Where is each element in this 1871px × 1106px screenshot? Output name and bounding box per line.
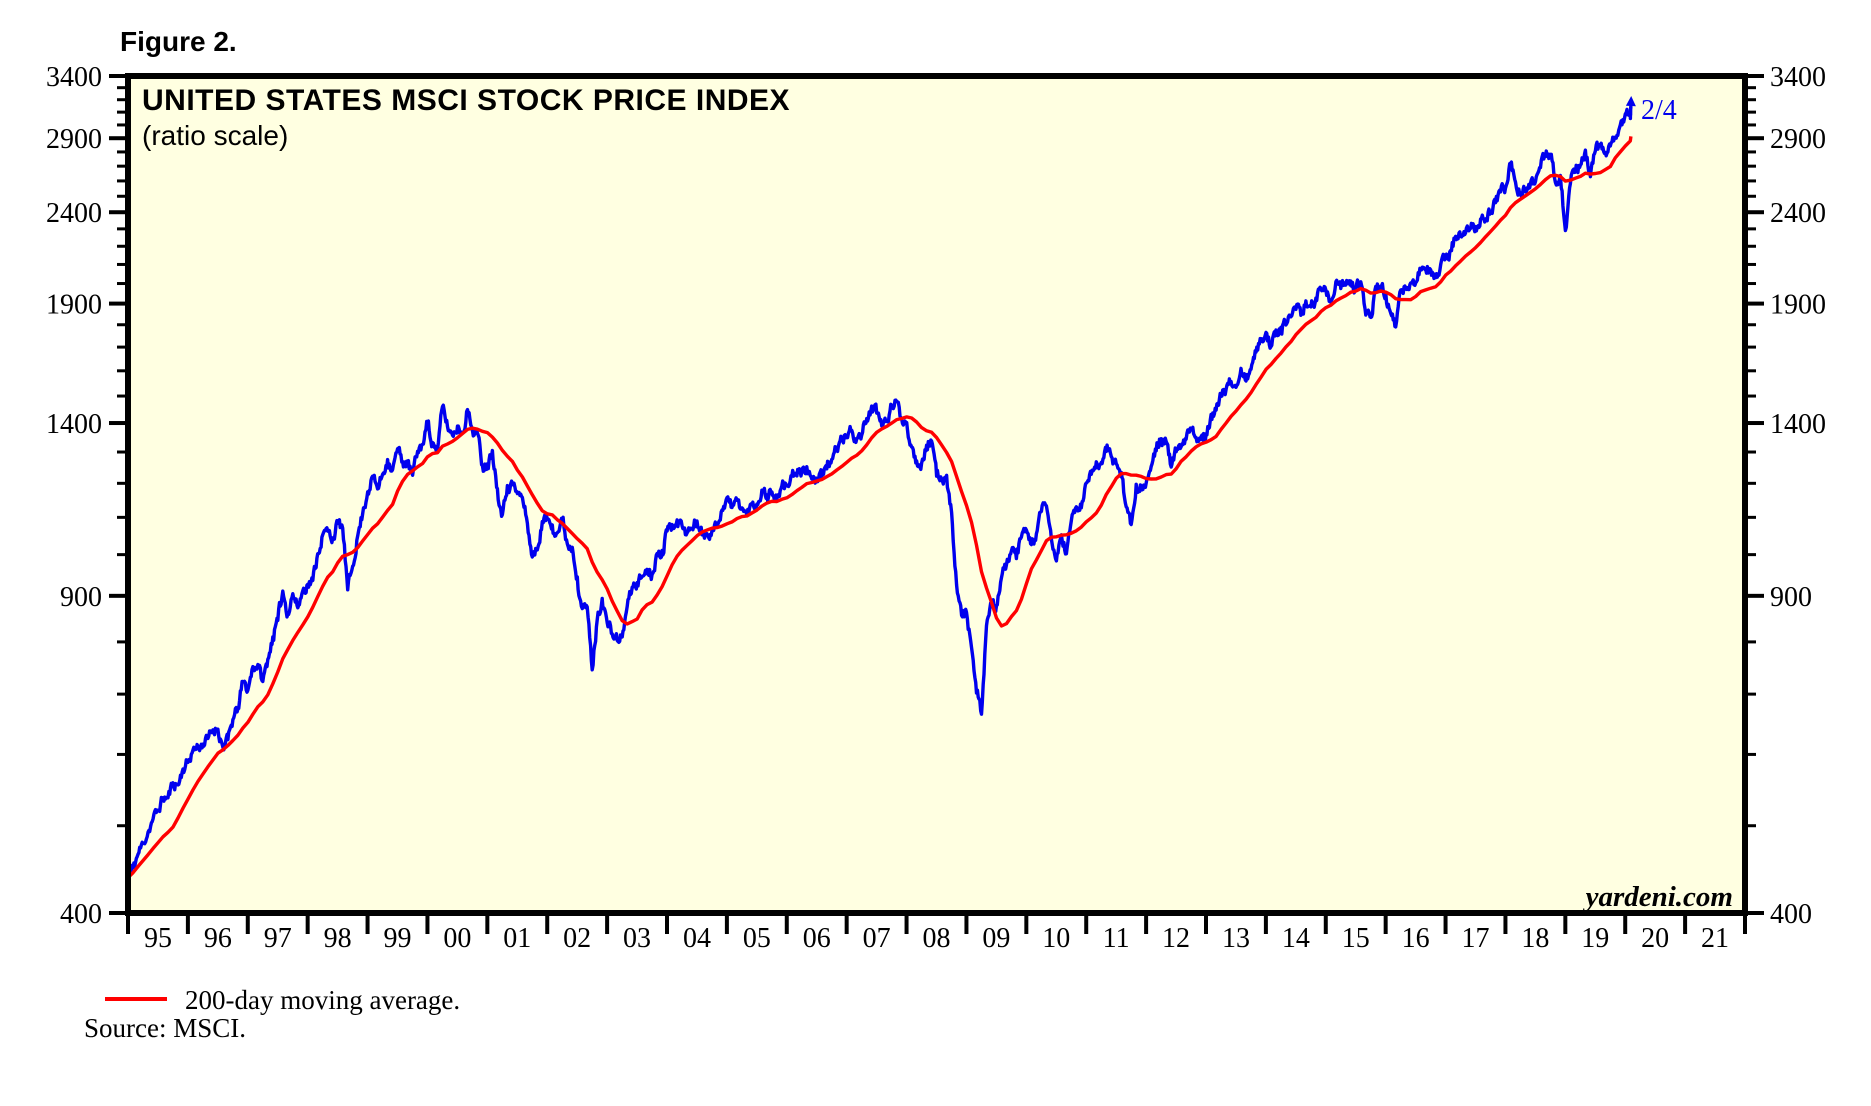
x-axis-label: 11: [1103, 923, 1130, 954]
x-axis-label: 96: [204, 923, 232, 954]
y-axis-label-left: 1400: [46, 409, 102, 440]
x-axis-label: 02: [563, 923, 591, 954]
x-axis-label: 05: [743, 923, 771, 954]
x-axis-label: 95: [144, 923, 172, 954]
figure-label: Figure 2.: [120, 26, 237, 57]
x-axis-label: 16: [1402, 923, 1430, 954]
y-axis-label-left: 2400: [46, 198, 102, 229]
end-date-label: 2/4: [1641, 95, 1677, 126]
x-axis-label: 18: [1521, 923, 1549, 954]
msci-index-line: [126, 105, 1633, 879]
x-axis-label: 12: [1162, 923, 1190, 954]
x-axis-label: 97: [264, 923, 292, 954]
y-axis-label-right: 400: [1770, 899, 1812, 930]
x-axis-label: 03: [623, 923, 651, 954]
plot-area: [128, 76, 1745, 913]
x-axis-label: 10: [1042, 923, 1070, 954]
y-axis-label-right: 900: [1770, 582, 1812, 613]
x-axis-label: 17: [1462, 923, 1490, 954]
x-axis-label: 08: [923, 923, 951, 954]
x-axis-label: 06: [803, 923, 831, 954]
y-axis-label-left: 2900: [46, 124, 102, 155]
x-axis-label: 15: [1342, 923, 1370, 954]
x-axis-label: 07: [863, 923, 891, 954]
y-axis-label-left: 3400: [46, 62, 102, 93]
x-axis-label: 13: [1222, 923, 1250, 954]
x-axis-label: 01: [503, 923, 531, 954]
x-axis-label: 20: [1641, 923, 1669, 954]
y-axis-label-left: 900: [60, 582, 102, 613]
y-axis-label-right: 2900: [1770, 124, 1826, 155]
y-axis-label-left: 1900: [46, 290, 102, 321]
ma-legend-swatch: [105, 997, 167, 1001]
y-axis-label-right: 3400: [1770, 62, 1826, 93]
plot-border: [125, 73, 1748, 916]
chart-subtitle: (ratio scale): [142, 120, 289, 151]
ma-legend-label: 200-day moving average.: [185, 985, 461, 1015]
y-axis-label-right: 2400: [1770, 198, 1826, 229]
x-axis-label: 99: [384, 923, 412, 954]
x-axis-label: 21: [1701, 923, 1729, 954]
index-end-arrow-icon: [1625, 96, 1636, 107]
x-axis-label: 14: [1282, 923, 1310, 954]
moving-average-line: [126, 136, 1633, 879]
y-axis-label-right: 1400: [1770, 409, 1826, 440]
x-axis-label: 00: [443, 923, 471, 954]
x-axis-label: 04: [683, 923, 711, 954]
chart-title: UNITED STATES MSCI STOCK PRICE INDEX: [142, 84, 791, 117]
x-axis-label: 09: [982, 923, 1010, 954]
x-axis-label: 98: [324, 923, 352, 954]
source-label: Source: MSCI.: [84, 1013, 246, 1043]
watermark: yardeni.com: [1585, 881, 1733, 913]
y-axis-label-left: 400: [60, 899, 102, 930]
x-axis-label: 19: [1581, 923, 1609, 954]
y-axis-label-right: 1900: [1770, 290, 1826, 321]
